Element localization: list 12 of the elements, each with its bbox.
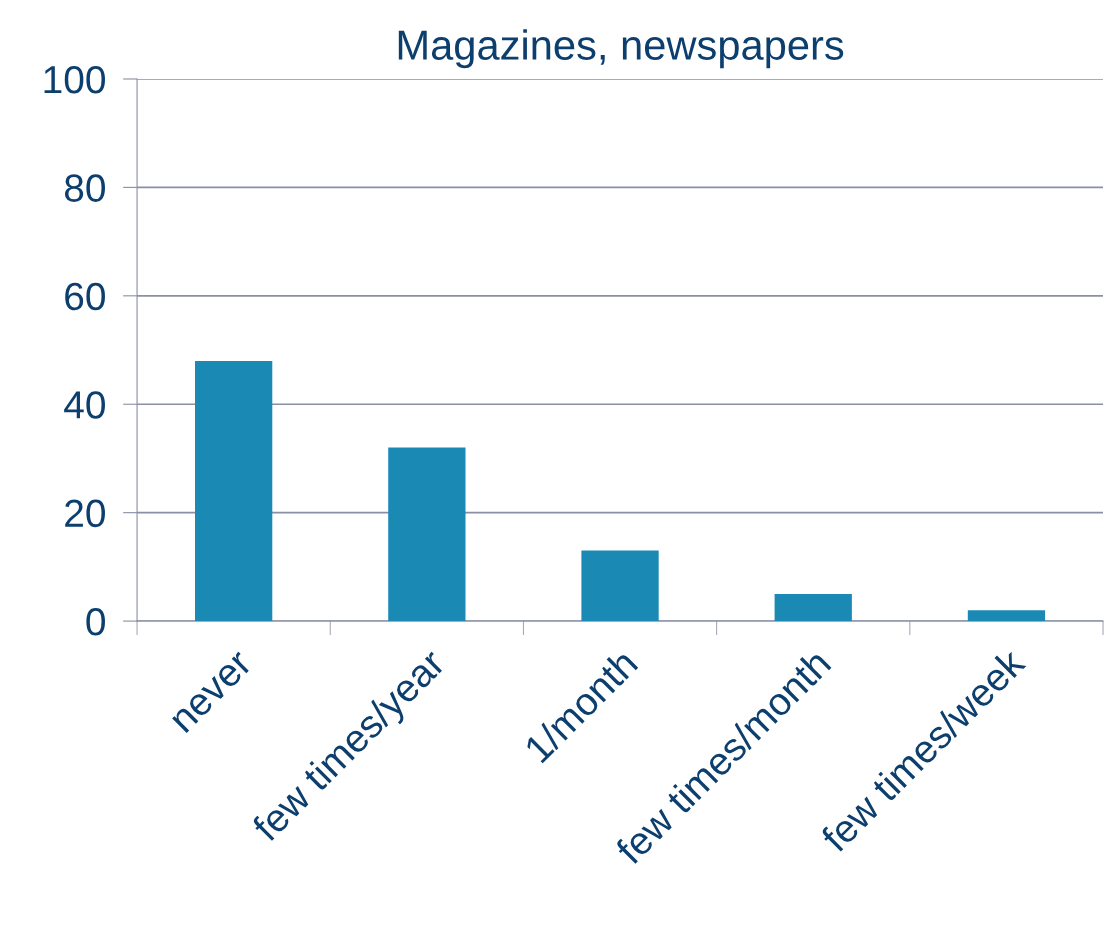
y-tick-label: 60 (65, 282, 105, 311)
chart-title: Magazines, newspapers (398, 29, 844, 69)
bar (388, 447, 466, 622)
y-tick-label: 80 (64, 174, 105, 202)
bar (774, 593, 852, 622)
y-tick-label: 20 (65, 499, 105, 528)
bar (967, 610, 1046, 622)
y-tick-label: 0 (86, 608, 105, 636)
y-tick-label: 100 (44, 65, 105, 94)
bar (195, 360, 273, 622)
bar (581, 550, 659, 622)
y-tick-label: 40 (64, 391, 105, 419)
